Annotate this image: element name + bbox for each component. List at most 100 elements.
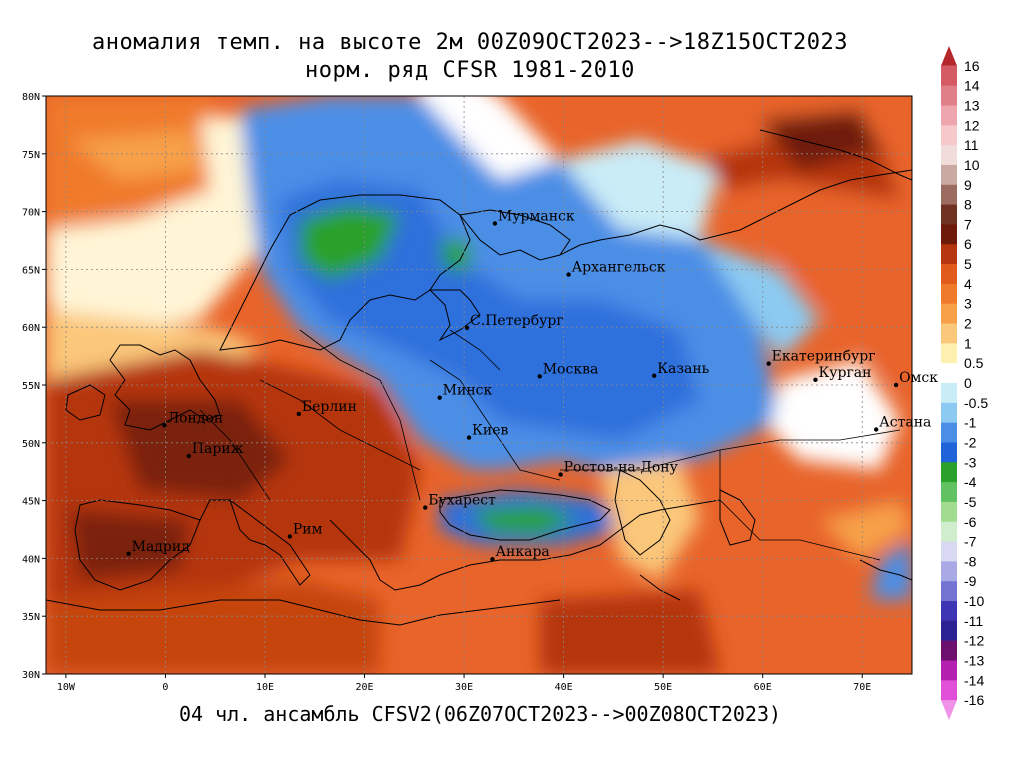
lon-tick-label: 30E — [455, 682, 473, 693]
colorbar-swatch — [941, 363, 957, 384]
colorbar-swatch — [941, 501, 957, 523]
city-label: Казань — [657, 361, 709, 377]
city-dot — [537, 374, 542, 379]
city-label: Омск — [899, 370, 938, 386]
city-label: Париж — [192, 441, 244, 457]
colorbar-label: 3 — [964, 296, 972, 312]
colorbar-swatch — [941, 680, 957, 701]
lon-tick-label: 0 — [162, 682, 168, 693]
city-label: Ростов-на-Дону — [564, 460, 679, 476]
colorbar-label: -2 — [964, 434, 977, 450]
colorbar-swatch — [941, 620, 957, 642]
colorbar-label: -7 — [964, 534, 977, 550]
colorbar-label: -11 — [964, 613, 983, 629]
colorbar-arrow-top — [941, 46, 957, 66]
city-label: Анкара — [495, 544, 549, 560]
lat-tick-label: 80N — [22, 92, 40, 103]
city-dot — [492, 221, 498, 226]
colorbar-swatch — [941, 303, 957, 325]
city-label: Бухарест — [428, 493, 496, 509]
colorbar-swatch — [941, 541, 957, 562]
city-label: Берлин — [302, 399, 357, 415]
city-label: Мадрид — [132, 539, 191, 555]
colorbar-swatch — [941, 383, 957, 404]
map-title-line2: норм. ряд CFSR 1981-2010 — [305, 58, 635, 83]
city-dot — [296, 411, 302, 417]
latitude-tick-labels: 30N 35N 40N 45N 50N 55N 60N 65N 70N 75N 80N — [22, 92, 46, 681]
colorbar-label: -14 — [964, 672, 984, 688]
colorbar-label: -9 — [964, 573, 977, 589]
colorbar-label: -16 — [964, 692, 984, 708]
colorbar-swatch — [941, 145, 957, 166]
colorbar-arrow-bottom — [941, 700, 957, 720]
lon-tick-label: 60E — [754, 682, 772, 693]
colorbar-label: -10 — [964, 593, 984, 609]
lat-tick-label: 55N — [22, 381, 40, 392]
lat-tick-label: 70N — [22, 208, 40, 219]
longitude-tick-labels: 10W 0 10E 20E 30E 40E 50E 60E 70E — [57, 674, 871, 693]
city-label: С.Петербург — [470, 313, 564, 329]
city-label: Екатеринбург — [772, 349, 876, 365]
colorbar-swatch — [941, 224, 957, 245]
colorbar-label: 11 — [964, 137, 979, 153]
colorbar-swatch — [941, 402, 957, 424]
city-dot — [126, 551, 131, 556]
lat-tick-label: 60N — [22, 323, 40, 334]
colorbar-swatch — [941, 660, 957, 681]
colorbar-label: -0.5 — [964, 395, 988, 411]
colorbar-label: 10 — [964, 157, 980, 173]
city-dot — [287, 534, 293, 539]
colorbar-swatch — [941, 184, 957, 206]
colorbar-label: -3 — [964, 454, 977, 470]
city-label: Астана — [879, 415, 931, 431]
colorbar-label: 0.5 — [964, 355, 984, 371]
colorbar-swatch — [941, 462, 957, 483]
colorbar-swatch — [941, 85, 957, 106]
colorbar-swatch — [941, 65, 957, 87]
colorbar-label: 0 — [964, 375, 972, 391]
colorbar-label: 7 — [964, 216, 972, 232]
city-dot — [162, 423, 167, 428]
city-dot — [558, 472, 563, 477]
colorbar-swatch — [941, 442, 957, 463]
city-dot — [566, 272, 571, 277]
colorbar-label: 8 — [964, 197, 972, 213]
colorbar-swatch — [941, 244, 957, 265]
colorbar-label: 5 — [964, 256, 972, 272]
colorbar-swatch — [941, 264, 957, 285]
city-markers: Мурманск Архангельск С.Петербург Москва Каза… — [126, 209, 938, 562]
colorbar-swatch — [941, 581, 957, 602]
lat-tick-label: 75N — [22, 150, 40, 161]
colorbar-label: -8 — [964, 553, 977, 569]
city-dot — [186, 453, 192, 459]
city-dot — [873, 427, 879, 432]
city-dot — [466, 435, 472, 440]
city-label: Минск — [443, 383, 493, 399]
colorbar-swatch — [941, 323, 957, 344]
colorbar-swatch — [941, 125, 957, 146]
lat-tick-label: 40N — [22, 554, 40, 565]
lon-tick-label: 70E — [853, 682, 871, 693]
lat-tick-label: 65N — [22, 265, 40, 276]
colorbar-label: 9 — [964, 177, 972, 193]
city-dot — [490, 557, 495, 562]
city-dot — [893, 382, 899, 388]
city-dot — [766, 361, 771, 366]
colorbar: 16 14 13 12 11 10 9 8 7 6 5 4 3 2 1 0.5 0 -0.5 -1 -2 -3 -4 -5 -… — [941, 46, 988, 720]
colorbar-swatch — [941, 204, 957, 225]
colorbar-swatch — [941, 164, 957, 186]
lon-tick-label: 40E — [555, 682, 573, 693]
city-label: Рим — [293, 521, 323, 537]
lat-tick-label: 35N — [22, 612, 40, 623]
colorbar-label: -12 — [964, 633, 984, 649]
lon-tick-label: 50E — [654, 682, 672, 693]
colorbar-swatch — [941, 640, 957, 662]
lat-tick-label: 45N — [22, 497, 40, 508]
colorbar-label: 4 — [964, 276, 972, 292]
coastlines — [46, 129, 912, 626]
colorbar-swatch — [941, 601, 957, 622]
colorbar-label: -5 — [964, 494, 977, 510]
colorbar-label: 6 — [964, 236, 972, 252]
lon-tick-label: 10W — [57, 682, 76, 693]
